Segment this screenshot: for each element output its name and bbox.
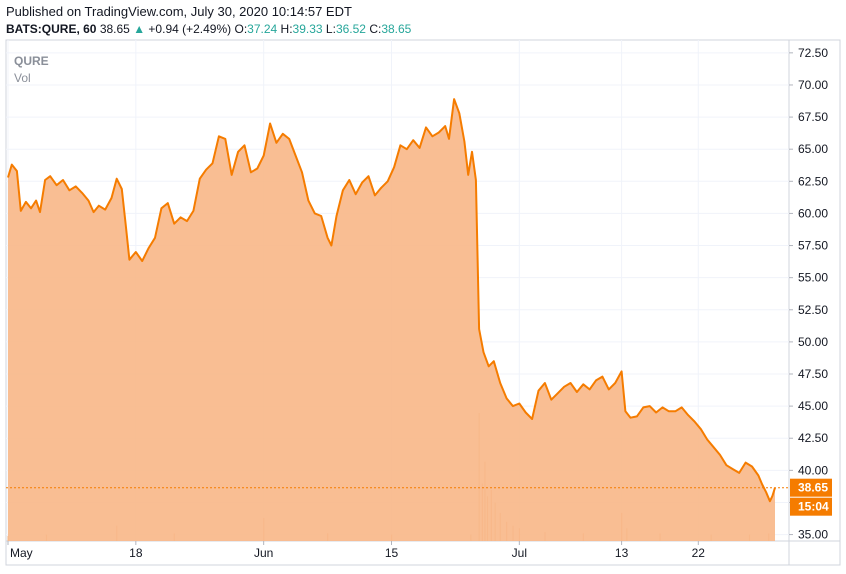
y-tick-label: 67.50 — [798, 110, 828, 124]
y-tick-label: 72.50 — [798, 46, 828, 60]
y-tick-label: 65.00 — [798, 142, 828, 156]
countdown-tag: 15:04 — [790, 497, 832, 516]
y-tick-label: 35.00 — [798, 528, 828, 542]
pane-symbol-label: QURE — [14, 54, 49, 68]
chart-frame — [5, 39, 841, 566]
price-tag: 38.65 — [790, 478, 832, 497]
price-axis[interactable]: 72.50 70.00 67.50 65.00 62.50 60.00 57.50 55.00… — [789, 46, 828, 542]
price-area — [8, 99, 775, 541]
y-tick-label: 62.50 — [798, 174, 828, 188]
close-label: C: — [369, 22, 382, 36]
change-value: +0.94 (+2.49%) — [148, 22, 232, 36]
last-price: 38.65 — [99, 22, 130, 36]
close-value: 38.65 — [381, 22, 412, 36]
up-arrow-icon: ▲ — [133, 22, 146, 36]
ohlc-legend: BATS:QURE, 60 38.65 ▲ +0.94 (+2.49%) O:3… — [6, 22, 411, 36]
open-value: 37.24 — [247, 22, 278, 36]
pane-volume-label: Vol — [14, 71, 31, 85]
y-tick-label: 45.00 — [798, 399, 828, 413]
x-tick-label: Jun — [254, 546, 273, 560]
y-tick-label: 50.00 — [798, 335, 828, 349]
y-tick-label: 52.50 — [798, 303, 828, 317]
y-tick-label: 60.00 — [798, 206, 828, 220]
symbol-label[interactable]: BATS:QURE, 60 — [6, 22, 97, 36]
low-value: 36.52 — [335, 22, 366, 36]
y-tick-label: 70.00 — [798, 78, 828, 92]
price-tag-bg — [790, 478, 832, 497]
time-axis[interactable]: May 18 Jun 15 Jul 13 22 — [7, 541, 706, 560]
high-value: 39.33 — [292, 22, 323, 36]
x-tick-label: 22 — [692, 546, 706, 560]
price-tag-text: 38.65 — [798, 481, 828, 495]
published-info: Published on TradingView.com, July 30, 2… — [6, 4, 352, 19]
open-label: O: — [234, 22, 248, 36]
low-label: L: — [325, 22, 336, 36]
x-tick-label: 15 — [385, 546, 399, 560]
y-tick-label: 40.00 — [798, 463, 828, 477]
x-tick-label: Jul — [512, 546, 527, 560]
price-line — [7, 98, 776, 503]
y-tick-label: 42.50 — [798, 431, 828, 445]
y-tick-label: 57.50 — [798, 239, 828, 253]
y-tick-label: 47.50 — [798, 367, 828, 381]
countdown-tag-text: 15:04 — [798, 500, 829, 514]
high-label: H: — [280, 22, 293, 36]
y-tick-label: 55.00 — [798, 271, 828, 285]
x-tick-label: 13 — [615, 546, 629, 560]
countdown-tag-bg — [790, 497, 832, 516]
x-tick-label: May — [10, 546, 33, 560]
x-tick-label: 18 — [129, 546, 143, 560]
